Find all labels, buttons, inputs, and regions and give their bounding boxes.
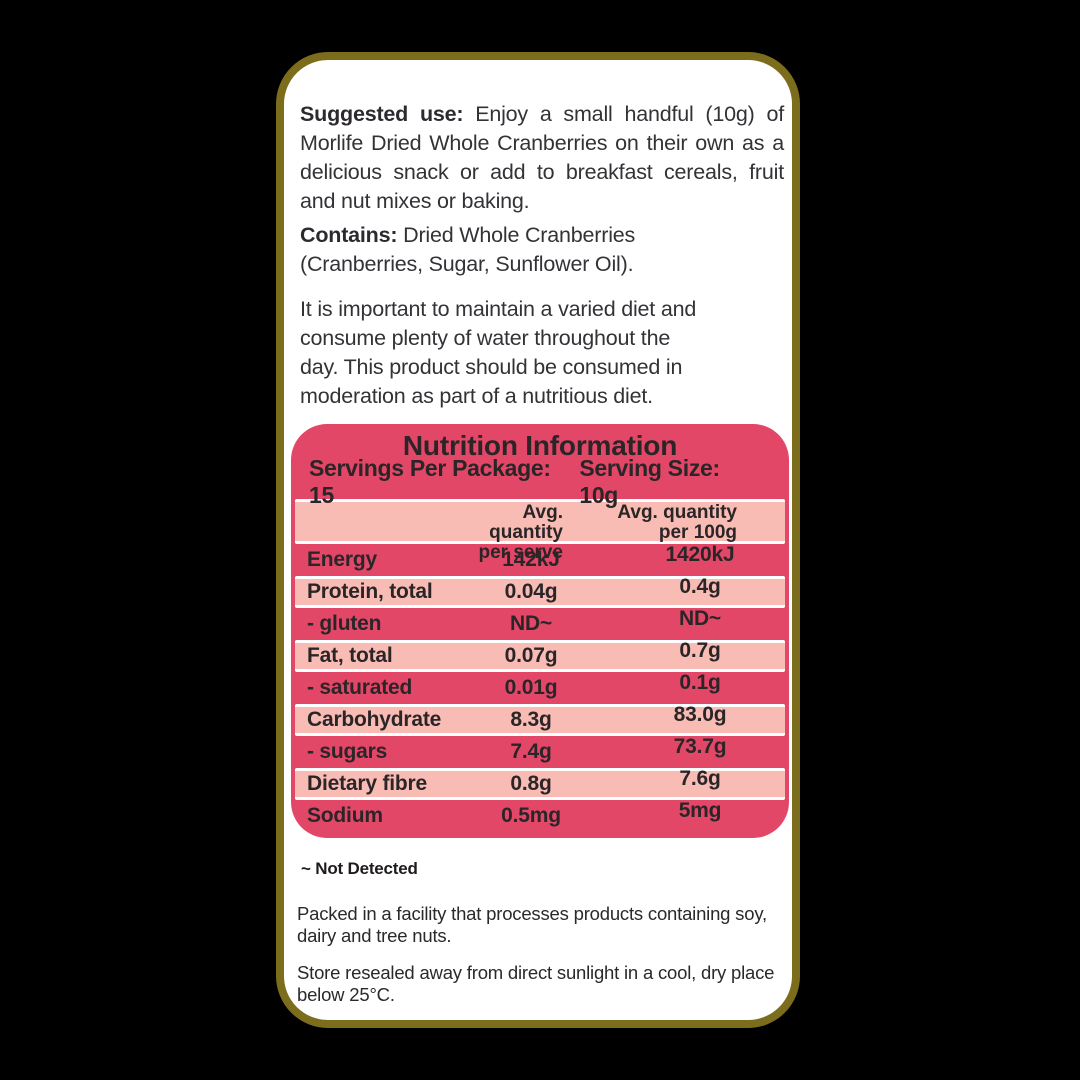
storage-note-line: Store resealed away from direct sunlight… [297, 962, 775, 983]
table-row-fibre: Dietary fibre 0.8g 7.6g [295, 767, 785, 800]
table-row-gluten: - gluten ND~ ND~ [295, 607, 785, 640]
storage-note-line: below 25°C. [297, 984, 395, 1005]
suggested-use-line: delicious snack or add to breakfast cere… [300, 160, 784, 184]
row-value-per-100g: 1420kJ [665, 543, 735, 566]
row-value-per-serve: 0.8g [510, 772, 552, 795]
row-label: Fat, total [307, 644, 393, 667]
row-value-per-serve: 0.5mg [501, 804, 561, 827]
row-value-per-serve: 0.01g [504, 676, 558, 699]
suggested-use-line: Morlife Dried Whole Cranberries on their… [300, 131, 784, 155]
column-header-text: Avg. quantity [489, 502, 563, 543]
table-row-protein: Protein, total 0.04g 0.4g [295, 575, 785, 608]
storage-note: Store resealed away from direct sunlight… [297, 962, 797, 1006]
diet-advice-line: consume plenty of water throughout the [300, 326, 671, 350]
table-row-sugars: - sugars 7.4g 73.7g [295, 735, 785, 768]
serving-size: Serving Size: 10g [579, 454, 720, 508]
row-value-per-serve: 7.4g [510, 740, 552, 763]
servings-row: Servings Per Package: 15 Serving Size: 1… [295, 455, 785, 508]
contains-line: Contains: Dried Whole Cranberries [300, 221, 784, 250]
product-label-card: Suggested use: Enjoy a small handful (10… [276, 52, 800, 1028]
row-value-per-100g: 5mg [678, 799, 722, 822]
suggested-use-paragraph: Suggested use: Enjoy a small handful (10… [300, 100, 784, 216]
contains-text: Dried Whole Cranberries [397, 223, 636, 247]
table-row-saturated: - saturated 0.01g 0.1g [295, 671, 785, 704]
column-header-text: per serve [478, 542, 563, 563]
nutrition-information-panel: Nutrition Information Servings Per Packa… [291, 424, 789, 838]
table-row-energy: Energy 142kJ 1420kJ [295, 543, 785, 576]
row-value-per-serve: ND~ [510, 612, 552, 635]
row-value-per-serve: 142kJ [502, 548, 560, 571]
row-label: - saturated [307, 676, 413, 699]
table-row-fat: Fat, total 0.07g 0.7g [295, 639, 785, 672]
not-detected-footnote: ~ Not Detected [301, 859, 418, 878]
row-label: Dietary fibre [307, 772, 427, 795]
allergen-note-line: dairy and tree nuts. [297, 925, 452, 946]
row-value-per-100g: 7.6g [679, 767, 721, 790]
row-value-per-serve: 0.04g [504, 580, 558, 603]
contains-line: (Cranberries, Sugar, Sunflower Oil). [300, 252, 634, 276]
diet-advice-line: It is important to maintain a varied die… [300, 297, 697, 321]
contains-paragraph: Contains: Dried Whole Cranberries (Cranb… [300, 221, 784, 279]
row-label: - gluten [307, 612, 382, 635]
label-content: Suggested use: Enjoy a small handful (10… [284, 60, 792, 1020]
column-header-text: per 100g [658, 522, 737, 543]
row-value-per-serve: 0.07g [504, 644, 558, 667]
row-label: - sugars [307, 740, 388, 763]
nutrition-panel-title: Nutrition Information [402, 430, 678, 461]
row-value-per-serve: 8.3g [510, 708, 552, 731]
column-header-text: Avg. quantity [617, 502, 737, 523]
suggested-use-lead: Suggested use: [300, 102, 464, 126]
column-header-row: Avg. quantity per serve Avg. quantity pe… [295, 499, 785, 563]
diet-advice-line: day. This product should be consumed in [300, 355, 683, 379]
row-label: Protein, total [307, 580, 433, 603]
row-label: Sodium [307, 804, 383, 827]
row-label: Carbohydrate [307, 708, 442, 731]
row-value-per-100g: 73.7g [673, 735, 727, 758]
allergen-note: Packed in a facility that processes prod… [297, 903, 797, 947]
suggested-use-text: Enjoy a small handful (10g) of [463, 102, 784, 126]
diet-advice-line: moderation as part of a nutritious diet. [300, 384, 653, 408]
contains-lead: Contains: [300, 223, 398, 247]
table-row-sodium: Sodium 0.5mg 5mg [295, 799, 785, 832]
row-value-per-100g: 0.7g [679, 639, 721, 662]
row-label: Energy [307, 548, 377, 571]
suggested-use-line: and nut mixes or baking. [300, 189, 530, 213]
column-header-per-serve: Avg. quantity per serve [461, 502, 601, 563]
row-value-per-100g: 0.4g [679, 575, 721, 598]
suggested-use-line: Suggested use: Enjoy a small handful (10… [300, 100, 784, 129]
row-value-per-100g: ND~ [679, 607, 721, 630]
table-row-carbohydrate: Carbohydrate 8.3g 83.0g [295, 703, 785, 736]
allergen-note-line: Packed in a facility that processes prod… [297, 903, 767, 924]
diet-advice-paragraph: It is important to maintain a varied die… [300, 295, 784, 411]
servings-per-package: Servings Per Package: 15 [309, 454, 551, 508]
row-value-per-100g: 83.0g [673, 703, 727, 726]
row-value-per-100g: 0.1g [679, 671, 721, 694]
column-header-per-100g: Avg. quantity per 100g [601, 502, 785, 563]
